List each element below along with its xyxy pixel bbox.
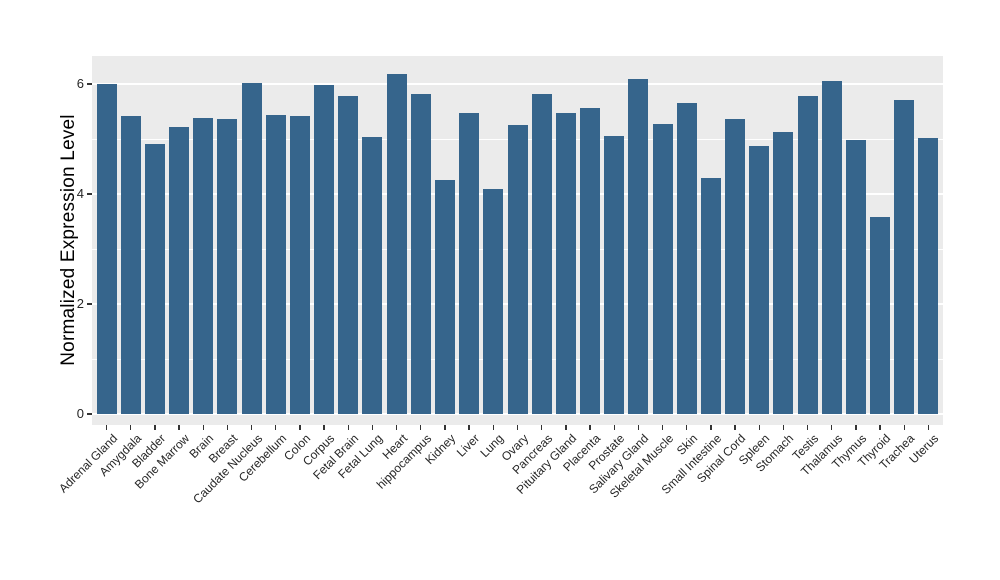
bar-breast (217, 119, 238, 414)
x-tick-mark (613, 425, 615, 430)
bar-liver (459, 113, 480, 414)
x-tick-mark (250, 425, 253, 430)
x-tick-mark (782, 425, 785, 430)
bar-fetal-brain (338, 96, 359, 414)
y-tick-mark (87, 83, 92, 85)
x-tick-label: Liver (454, 431, 483, 460)
bar-prostate (604, 135, 625, 414)
x-tick-mark (154, 425, 156, 430)
bar-salivary-gland (628, 78, 649, 414)
y-tick-label: 2 (76, 296, 84, 311)
y-tick-mark (87, 413, 92, 415)
bar-placenta (580, 108, 601, 414)
bar-bone-marrow (169, 127, 190, 414)
bar-pancreas (531, 93, 552, 414)
x-tick-mark (105, 425, 108, 430)
bar-fetal-lung (362, 136, 383, 414)
bar-bladder (144, 143, 165, 414)
x-tick-mark (395, 425, 398, 430)
bar-adrenal-gland (96, 84, 117, 414)
x-tick-mark (420, 425, 422, 430)
x-tick-mark (927, 425, 930, 430)
bar-skin (676, 103, 697, 414)
x-tick-mark (468, 425, 470, 430)
y-tick-mark (87, 193, 92, 195)
bar-hippocampus (410, 94, 431, 414)
y-axis-title: Normalized Expression Level (58, 114, 79, 366)
x-tick-mark (323, 425, 325, 430)
x-tick-mark (879, 425, 881, 430)
y-tick-label: 6 (76, 76, 84, 91)
bar-spleen (749, 146, 770, 414)
bar-colon (289, 115, 310, 414)
bar-cerebellum (265, 114, 286, 414)
x-tick-mark (686, 425, 688, 430)
y-tick-label: 0 (76, 406, 84, 421)
x-tick-mark (516, 425, 519, 430)
x-tick-mark (129, 425, 132, 430)
x-tick-mark (589, 425, 591, 430)
bar-kidney (434, 180, 455, 414)
x-tick-mark (492, 425, 494, 430)
bar-ovary (507, 125, 528, 414)
bar-uterus (918, 138, 939, 414)
bar-pituitary-gland (555, 112, 576, 414)
bar-small-intestine (700, 177, 721, 414)
bar-brain (193, 117, 214, 414)
bar-thalamus (821, 80, 842, 414)
x-tick-mark (371, 425, 374, 430)
y-tick-mark (87, 303, 92, 305)
bar-caudate-nucleus (241, 82, 262, 414)
bar-heart (386, 74, 407, 414)
bar-amygdala (120, 116, 141, 414)
x-tick-mark (275, 425, 277, 430)
y-tick-label: 4 (76, 186, 84, 201)
x-tick-mark (202, 425, 204, 430)
x-tick-mark (855, 425, 857, 430)
x-tick-mark (758, 425, 760, 430)
bar-lung (483, 189, 504, 414)
x-tick-mark (661, 425, 664, 430)
x-tick-mark (540, 425, 543, 430)
bar-thyroid (870, 216, 891, 414)
x-tick-mark (178, 425, 180, 430)
x-tick-mark (903, 425, 905, 430)
x-tick-mark (734, 425, 736, 430)
bar-trachea (894, 99, 915, 414)
x-tick-mark (710, 425, 712, 430)
x-tick-mark (806, 425, 809, 430)
bar-spinal-cord (725, 118, 746, 414)
bar-corpus (314, 84, 335, 414)
x-tick-mark (347, 425, 349, 430)
bar-thymus (845, 140, 866, 414)
gridline-major (92, 83, 943, 85)
x-tick-mark (299, 425, 301, 430)
bar-stomach (773, 131, 794, 414)
x-tick-mark (565, 425, 567, 430)
x-tick-mark (831, 425, 833, 430)
x-tick-mark (444, 425, 446, 430)
plot-panel (92, 56, 943, 425)
bar-testis (797, 95, 818, 414)
x-tick-mark (637, 425, 640, 430)
bar-skeletal-muscle (652, 123, 673, 414)
x-tick-mark (226, 425, 229, 430)
